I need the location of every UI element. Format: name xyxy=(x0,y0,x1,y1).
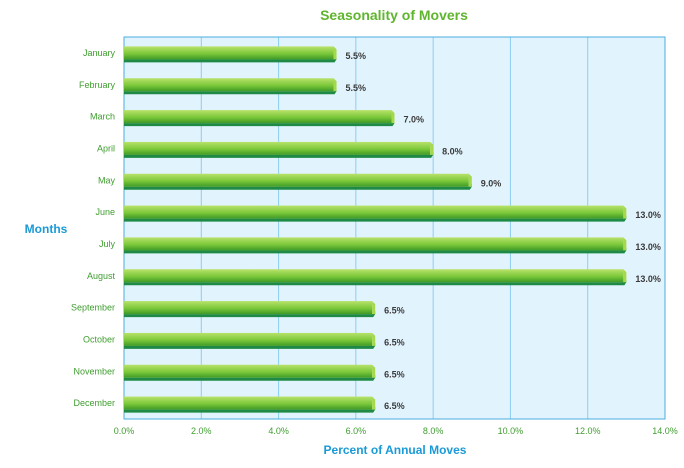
bar xyxy=(124,301,376,318)
x-tick-label: 8.0% xyxy=(423,426,444,436)
bar-face xyxy=(124,205,624,219)
bar-end-cap xyxy=(333,78,337,92)
value-label: 6.5% xyxy=(384,369,405,379)
value-label: 6.5% xyxy=(384,401,405,411)
value-label: 5.5% xyxy=(346,51,367,61)
bar-face xyxy=(124,301,373,315)
bar-face xyxy=(124,110,392,124)
category-label: April xyxy=(97,143,115,153)
value-labels: 5.5% 5.5% 7.0% 8.0% 9.0% 13.0% 13.0% 13.0% 6.5% 6… xyxy=(346,51,661,411)
gridlines xyxy=(200,37,589,419)
plot-area xyxy=(124,37,665,419)
bar xyxy=(124,396,376,413)
bars xyxy=(124,46,627,413)
bar xyxy=(124,205,627,222)
y-axis-title: Months xyxy=(25,222,68,236)
category-labels: January February March April May June July Augu… xyxy=(71,48,116,408)
value-label: 5.5% xyxy=(346,83,367,93)
chart-title: Seasonality of Movers xyxy=(320,7,468,23)
value-label: 7.0% xyxy=(404,115,425,125)
bar-face xyxy=(124,237,624,251)
bar-end-cap xyxy=(333,46,337,60)
category-label: September xyxy=(71,303,115,313)
category-label: June xyxy=(95,207,115,217)
bar-face xyxy=(124,269,624,283)
bar-end-cap xyxy=(372,364,376,378)
x-tick-label: 0.0% xyxy=(114,426,135,436)
x-tick-label: 14.0% xyxy=(652,426,678,436)
category-label: March xyxy=(90,112,115,122)
value-label: 13.0% xyxy=(635,274,661,284)
x-tick-label: 10.0% xyxy=(498,426,524,436)
value-label: 6.5% xyxy=(384,306,405,316)
bar-face xyxy=(124,396,373,410)
bar-end-cap xyxy=(623,205,627,219)
value-label: 13.0% xyxy=(635,210,661,220)
x-tick-label: 4.0% xyxy=(268,426,289,436)
bar xyxy=(124,110,395,127)
plot-border xyxy=(123,36,666,420)
category-label: July xyxy=(99,239,116,249)
category-label: May xyxy=(98,175,116,185)
value-label: 6.5% xyxy=(384,337,405,347)
bar xyxy=(124,237,627,254)
bar-face xyxy=(124,46,334,60)
category-label: November xyxy=(73,366,115,376)
bar xyxy=(124,269,627,286)
bar-end-cap xyxy=(623,237,627,251)
bar-end-cap xyxy=(430,141,434,155)
bar-face xyxy=(124,332,373,346)
x-tick-label: 2.0% xyxy=(191,426,212,436)
bar xyxy=(124,364,376,381)
bar-face xyxy=(124,78,334,92)
value-label: 9.0% xyxy=(481,178,502,188)
category-label: August xyxy=(87,271,116,281)
x-tick-label: 6.0% xyxy=(346,426,367,436)
bar-end-cap xyxy=(623,269,627,283)
bar-end-cap xyxy=(372,301,376,315)
bar xyxy=(124,173,472,190)
category-label: October xyxy=(83,334,115,344)
bar-end-cap xyxy=(391,110,395,124)
bar-end-cap xyxy=(372,396,376,410)
category-label: January xyxy=(83,48,116,58)
category-label: December xyxy=(73,398,115,408)
bar-face xyxy=(124,364,373,378)
bar xyxy=(124,46,337,63)
bar-face xyxy=(124,141,431,155)
bar xyxy=(124,141,434,158)
bar-end-cap xyxy=(372,332,376,346)
value-label: 13.0% xyxy=(635,242,661,252)
value-label: 8.0% xyxy=(442,146,463,156)
bar-face xyxy=(124,173,469,187)
x-tick-labels: 0.0% 2.0% 4.0% 6.0% 8.0% 10.0% 12.0% 14.0% xyxy=(114,426,678,436)
x-axis-title: Percent of Annual Moves xyxy=(324,443,467,457)
bar xyxy=(124,332,376,349)
category-label: February xyxy=(79,80,116,90)
x-tick-label: 12.0% xyxy=(575,426,601,436)
bar-end-cap xyxy=(468,173,472,187)
bar xyxy=(124,78,337,95)
